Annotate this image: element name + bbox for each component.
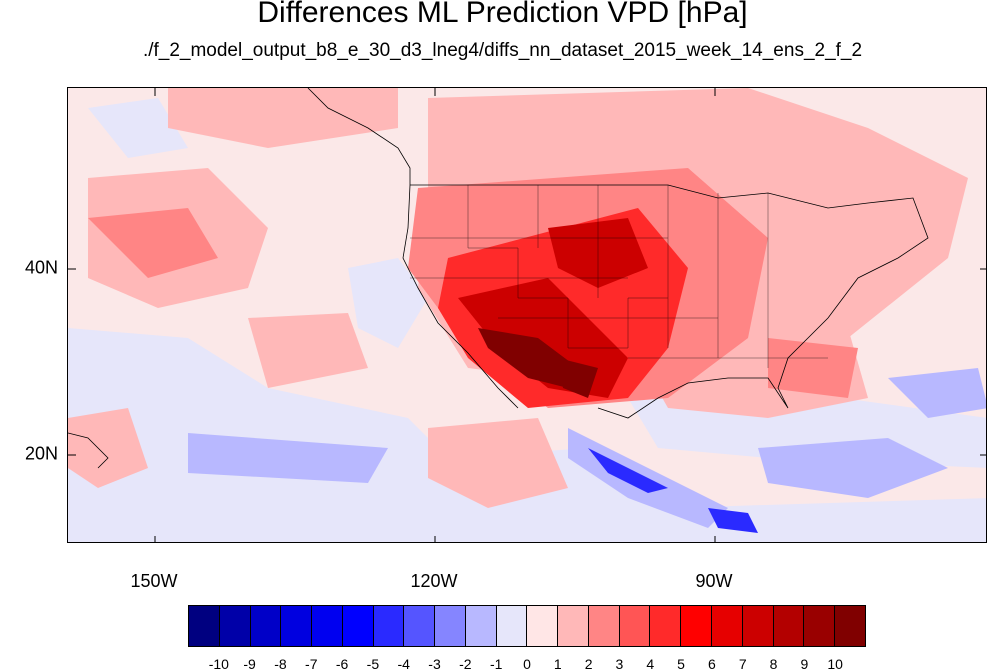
colorbar-box	[250, 606, 282, 646]
lon-label-150w: 150W	[130, 571, 178, 591]
colorbar-box	[742, 606, 774, 646]
colorbar-tick-label: 0	[523, 656, 531, 672]
colorbar-tick-label: 10	[827, 656, 843, 672]
colorbar-box	[189, 606, 220, 646]
colorbar-box	[496, 606, 528, 646]
colorbar-tick-label: 6	[708, 656, 716, 672]
colorbar-tick-label: -4	[397, 656, 410, 672]
colorbar-tick-label: 4	[646, 656, 655, 672]
colorbar-box	[312, 606, 343, 646]
colorbar-tick-label: -7	[305, 656, 318, 672]
colorbar-box	[219, 606, 251, 646]
colorbar-box	[435, 606, 466, 646]
colorbar-tick-label: 3	[615, 656, 624, 672]
colorbar-tick-label: 8	[769, 656, 778, 672]
colorbar-box	[835, 606, 865, 646]
lat-label-20n: 20N	[25, 443, 59, 464]
lon-label-90w: 90W	[695, 571, 733, 591]
colorbar-box	[342, 606, 374, 646]
colorbar-tick-label: 1	[553, 656, 562, 672]
peak-red-regions	[478, 328, 598, 398]
colorbar	[188, 605, 866, 647]
colorbar-tick-label: -5	[366, 656, 380, 672]
colorbar-tick-label: 9	[800, 656, 809, 672]
lon-label-120w: 120W	[410, 571, 458, 591]
colorbar-box	[373, 606, 405, 646]
state-borders	[410, 185, 828, 368]
map-panel	[67, 87, 987, 543]
colorbar-tick-label: -3	[428, 656, 441, 672]
colorbar-tick-label: 5	[677, 656, 685, 672]
colorbar-box	[773, 606, 805, 646]
grid-ticks	[68, 88, 986, 542]
colorbar-box	[527, 606, 559, 646]
colorbar-box	[558, 606, 589, 646]
colorbar-tick-label: -8	[274, 656, 287, 672]
colorbar-tick-label: -1	[489, 656, 503, 672]
colorbar-tick-label: 7	[738, 656, 747, 672]
map-subtitle: ./f_2_model_output_b8_e_30_d3_lneg4/diff…	[142, 40, 863, 61]
colorbar-tick-label: -9	[243, 656, 256, 672]
colorbar-tick-label: -6	[335, 656, 349, 672]
colorbar-box	[588, 606, 620, 646]
coastlines	[68, 88, 929, 469]
colorbar-tick-label: -10	[208, 656, 229, 672]
colorbar-box	[404, 606, 436, 646]
colorbar-box	[712, 606, 743, 646]
vpd-field	[68, 88, 986, 542]
colorbar-box	[804, 606, 836, 646]
colorbar-box	[281, 606, 313, 646]
colorbar-box	[681, 606, 713, 646]
colorbar-tick-label: 2	[584, 656, 593, 672]
colorbar-box	[650, 606, 682, 646]
lat-label-40n: 40N	[25, 257, 59, 278]
colorbar-tick-label: -2	[459, 656, 472, 672]
colorbar-box	[465, 606, 497, 646]
map-title: Differences ML Prediction VPD [hPa]	[257, 0, 748, 29]
colorbar-box	[619, 606, 651, 646]
